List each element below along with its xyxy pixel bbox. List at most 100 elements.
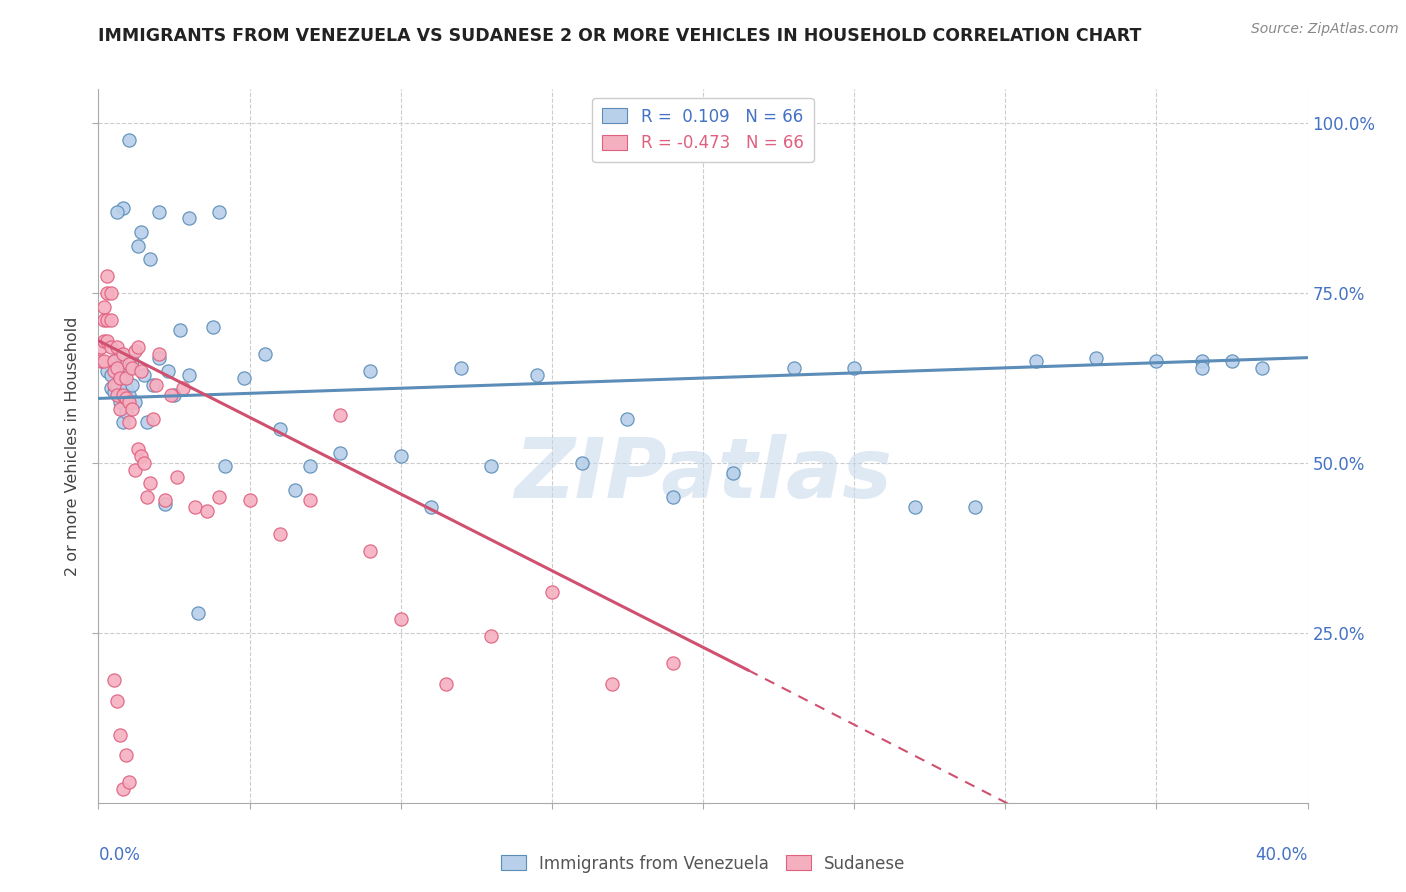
Point: [142, 412, 165, 426]
Point: [148, 347, 170, 361]
Point: [118, 394, 141, 409]
Point: [723, 466, 745, 480]
Point: [208, 204, 231, 219]
Point: [184, 500, 207, 515]
Point: [1085, 351, 1108, 365]
Point: [111, 782, 134, 797]
Point: [100, 286, 122, 301]
Point: [118, 360, 141, 375]
Point: [360, 544, 382, 558]
Point: [105, 694, 128, 708]
Point: [111, 347, 134, 361]
Point: [153, 493, 176, 508]
Point: [139, 252, 162, 266]
Point: [232, 371, 254, 385]
Point: [127, 442, 149, 457]
Point: [202, 320, 225, 334]
Point: [208, 490, 231, 504]
Point: [662, 490, 685, 504]
Point: [299, 493, 322, 508]
Point: [135, 415, 157, 429]
Point: [389, 449, 412, 463]
Point: [111, 388, 134, 402]
Point: [163, 388, 186, 402]
Point: [148, 204, 170, 219]
Point: [179, 368, 201, 382]
Point: [132, 456, 155, 470]
Point: [105, 360, 128, 375]
Point: [195, 503, 218, 517]
Point: [269, 527, 291, 541]
Point: [329, 409, 352, 423]
Point: [156, 364, 179, 378]
Point: [526, 368, 548, 382]
Y-axis label: 2 or more Vehicles in Household: 2 or more Vehicles in Household: [65, 317, 80, 575]
Text: 40.0%: 40.0%: [1256, 846, 1308, 863]
Point: [129, 364, 152, 378]
Point: [103, 354, 125, 368]
Point: [111, 371, 134, 385]
Point: [616, 412, 638, 426]
Point: [160, 388, 183, 402]
Point: [127, 341, 149, 355]
Point: [121, 360, 143, 375]
Point: [103, 673, 125, 688]
Text: ZIPatlas: ZIPatlas: [515, 434, 891, 515]
Point: [253, 347, 276, 361]
Point: [93, 354, 115, 368]
Point: [93, 334, 115, 348]
Point: [100, 381, 122, 395]
Point: [124, 394, 146, 409]
Point: [96, 313, 118, 327]
Point: [299, 459, 322, 474]
Point: [111, 201, 134, 215]
Point: [571, 456, 593, 470]
Point: [360, 364, 382, 378]
Point: [1220, 354, 1243, 368]
Point: [179, 211, 201, 226]
Point: [284, 483, 307, 498]
Point: [148, 351, 170, 365]
Point: [329, 446, 352, 460]
Point: [214, 459, 236, 474]
Point: [118, 358, 141, 372]
Point: [1024, 354, 1046, 368]
Point: [108, 728, 131, 742]
Point: [121, 401, 143, 416]
Point: [93, 300, 115, 314]
Point: [105, 204, 128, 219]
Point: [269, 422, 291, 436]
Point: [124, 343, 146, 358]
Point: [434, 677, 457, 691]
Legend: R =  0.109   N = 66, R = -0.473   N = 66: R = 0.109 N = 66, R = -0.473 N = 66: [592, 97, 814, 161]
Point: [100, 368, 122, 382]
Point: [103, 384, 125, 399]
Point: [450, 360, 472, 375]
Point: [153, 497, 176, 511]
Point: [169, 323, 191, 337]
Point: [96, 269, 118, 284]
Point: [172, 381, 194, 395]
Point: [142, 377, 165, 392]
Point: [100, 313, 122, 327]
Point: [105, 360, 128, 375]
Point: [166, 469, 188, 483]
Point: [145, 377, 167, 392]
Point: [1251, 360, 1274, 375]
Point: [1144, 354, 1167, 368]
Point: [96, 334, 118, 348]
Point: [96, 364, 118, 378]
Point: [96, 286, 118, 301]
Point: [129, 225, 152, 239]
Point: [108, 371, 131, 385]
Point: [114, 405, 136, 419]
Point: [602, 677, 624, 691]
Point: [965, 500, 987, 515]
Point: [1191, 354, 1213, 368]
Point: [93, 313, 115, 327]
Point: [121, 377, 143, 392]
Point: [121, 354, 143, 368]
Point: [90, 341, 112, 355]
Point: [114, 381, 136, 395]
Text: 0.0%: 0.0%: [98, 846, 141, 863]
